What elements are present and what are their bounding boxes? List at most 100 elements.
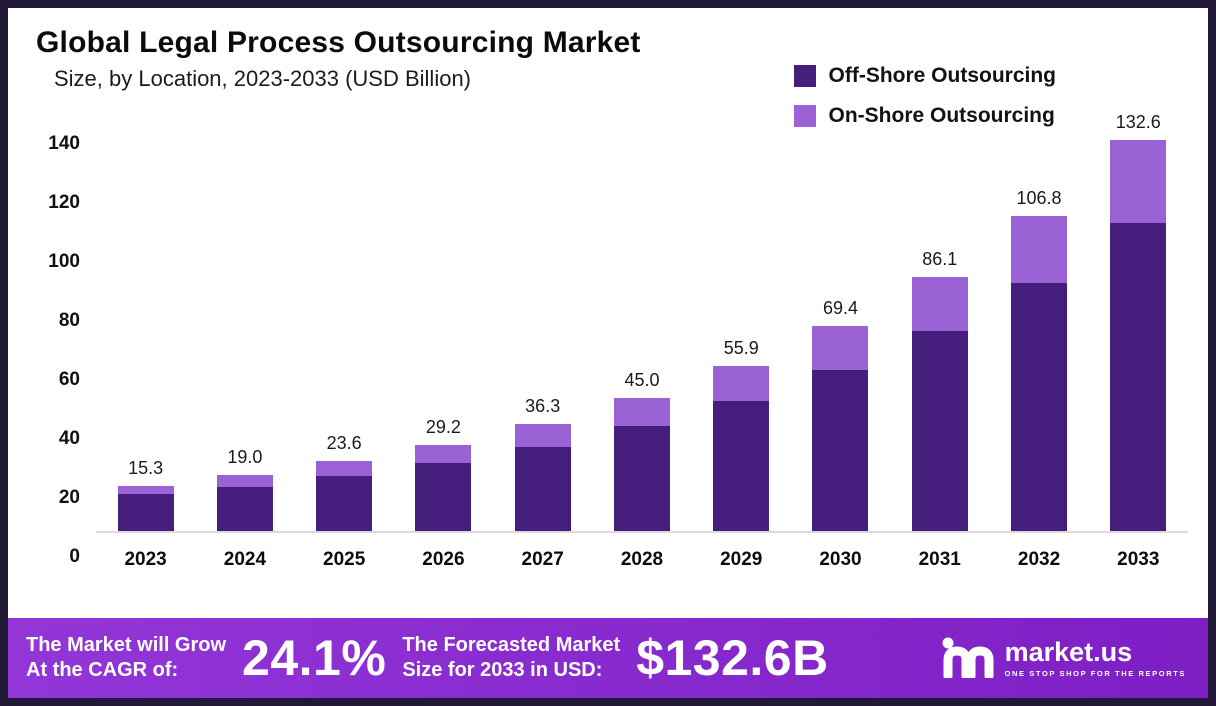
bar-group: 36.3 bbox=[493, 396, 592, 531]
legend-item-onshore: On-Shore Outsourcing bbox=[793, 104, 1057, 128]
bar-segment-onshore bbox=[812, 326, 869, 370]
x-axis: 2023 2024 2025 2026 2027 2028 2029 2030 2031 2032… bbox=[32, 549, 1188, 571]
bar-group: 132.6 bbox=[1089, 112, 1188, 531]
chart: 0 20 40 60 80 100 120 140 15.3 19.0 23.6 29.2 36.3 4… bbox=[32, 112, 1188, 567]
y-tick-label: 100 bbox=[48, 251, 80, 272]
chart-frame: Global Legal Process Outsourcing Market … bbox=[8, 8, 1208, 698]
bar-group: 29.2 bbox=[394, 417, 493, 531]
marketus-logo-tagline: ONE STOP SHOP FOR THE REPORTS bbox=[1004, 668, 1186, 678]
bar-segment-onshore bbox=[316, 461, 373, 477]
marketus-logo: market.us ONE STOP SHOP FOR THE REPORTS bbox=[941, 634, 1190, 683]
legend-swatch bbox=[793, 105, 816, 127]
cagr-value: 24.1% bbox=[242, 630, 387, 686]
chart-content: Global Legal Process Outsourcing Market … bbox=[8, 8, 1208, 618]
stacked-bar bbox=[1110, 139, 1167, 531]
legend-swatch bbox=[793, 65, 816, 87]
bar-segment-onshore bbox=[713, 366, 770, 402]
marketus-logo-name: market.us bbox=[1004, 636, 1133, 667]
bar-total-label: 29.2 bbox=[425, 416, 461, 437]
forecast-label-line1: The Forecasted Market bbox=[402, 634, 621, 656]
stacked-bar bbox=[117, 485, 174, 531]
stacked-bar bbox=[613, 398, 670, 531]
bar-segment-offshore bbox=[1011, 282, 1068, 531]
legend-item-offshore: Off-Shore Outsourcing bbox=[793, 64, 1057, 88]
bar-total-label: 36.3 bbox=[525, 395, 561, 416]
bar-total-label: 86.1 bbox=[922, 249, 958, 270]
cagr-label-line2: At the CAGR of: bbox=[26, 659, 179, 681]
stacked-bar bbox=[216, 474, 273, 531]
bar-segment-onshore bbox=[216, 474, 273, 487]
forecast-label-line2: Size for 2033 in USD: bbox=[402, 659, 603, 681]
bar-group: 55.9 bbox=[692, 338, 791, 531]
cagr-label: The Market will Grow At the CAGR of: bbox=[26, 633, 226, 683]
bar-total-label: 23.6 bbox=[326, 433, 362, 454]
page-title: Global Legal Process Outsourcing Market bbox=[36, 26, 641, 59]
bar-total-label: 55.9 bbox=[723, 338, 759, 359]
bar-segment-offshore bbox=[514, 446, 571, 531]
forecast-value: $132.6B bbox=[636, 630, 829, 686]
bar-segment-offshore bbox=[316, 476, 373, 531]
x-axis-label: 2026 bbox=[422, 549, 465, 570]
bar-group: 86.1 bbox=[890, 249, 989, 531]
x-axis-label: 2033 bbox=[1117, 549, 1160, 570]
y-tick-label: 40 bbox=[58, 428, 80, 449]
bar-segment-offshore bbox=[117, 494, 174, 531]
bar-segment-offshore bbox=[812, 369, 869, 531]
y-axis: 0 20 40 60 80 100 120 140 bbox=[32, 133, 86, 567]
plot-area: 15.3 19.0 23.6 29.2 36.3 45.0 55.9 69.4 86.1 106.… bbox=[96, 112, 1188, 533]
bar-segment-onshore bbox=[514, 423, 571, 447]
y-tick-label: 140 bbox=[48, 133, 80, 154]
x-axis-label: 2024 bbox=[223, 549, 267, 570]
legend-label: Off-Shore Outsourcing bbox=[828, 64, 1057, 87]
y-tick-label: 20 bbox=[58, 487, 80, 508]
bar-segment-offshore bbox=[713, 401, 770, 531]
page-subtitle: Size, by Location, 2023-2033 (USD Billio… bbox=[54, 66, 472, 91]
x-axis-label: 2031 bbox=[918, 549, 961, 570]
stacked-bar bbox=[1011, 215, 1068, 531]
x-axis-label: 2025 bbox=[323, 549, 366, 570]
stacked-bar bbox=[911, 277, 968, 531]
bar-group: 69.4 bbox=[791, 298, 890, 531]
bar-segment-offshore bbox=[1110, 222, 1167, 531]
bar-group: 23.6 bbox=[295, 433, 394, 531]
y-tick-label: 60 bbox=[58, 369, 80, 390]
forecast-label: The Forecasted Market Size for 2033 in U… bbox=[402, 633, 620, 683]
bar-segment-onshore bbox=[911, 277, 968, 331]
bar-group: 106.8 bbox=[989, 188, 1088, 531]
stacked-bar bbox=[514, 423, 571, 531]
bar-total-label: 19.0 bbox=[227, 446, 263, 467]
bar-group: 15.3 bbox=[96, 458, 195, 531]
stacked-bar bbox=[812, 326, 869, 531]
y-tick-label: 120 bbox=[48, 192, 80, 213]
bar-segment-onshore bbox=[415, 444, 472, 464]
x-axis-label: 2030 bbox=[819, 549, 862, 570]
y-tick-label: 80 bbox=[58, 310, 80, 331]
bar-segment-offshore bbox=[415, 463, 472, 531]
legend-label: On-Shore Outsourcing bbox=[828, 104, 1055, 127]
bar-segment-onshore bbox=[117, 485, 174, 495]
stacked-bar bbox=[316, 461, 373, 531]
bar-segment-offshore bbox=[216, 486, 273, 531]
x-axis-label: 2032 bbox=[1017, 549, 1061, 570]
bar-total-label: 132.6 bbox=[1115, 111, 1161, 132]
bar-segment-offshore bbox=[613, 426, 670, 531]
bar-total-label: 69.4 bbox=[822, 298, 859, 319]
bar-segment-onshore bbox=[1110, 139, 1167, 223]
x-axis-label: 2029 bbox=[720, 549, 763, 570]
x-axis-label: 2027 bbox=[521, 549, 564, 570]
bar-segment-onshore bbox=[613, 398, 670, 427]
legend: Off-Shore Outsourcing On-Shore Outsourci… bbox=[793, 64, 1057, 128]
bar-segment-onshore bbox=[1011, 215, 1068, 283]
stacked-bar bbox=[713, 366, 770, 531]
stacked-bar bbox=[415, 444, 472, 531]
cagr-label-line1: The Market will Grow bbox=[26, 634, 227, 656]
bar-total-label: 45.0 bbox=[624, 370, 660, 391]
bar-group: 19.0 bbox=[195, 447, 294, 531]
marketus-logo-icon bbox=[941, 634, 995, 683]
bar-group: 45.0 bbox=[592, 370, 691, 531]
y-tick-label: 0 bbox=[69, 546, 80, 567]
footer-banner: The Market will Grow At the CAGR of: 24.… bbox=[8, 618, 1208, 698]
x-axis-label: 2028 bbox=[620, 549, 664, 570]
bar-total-label: 106.8 bbox=[1016, 187, 1062, 208]
marketus-logo-text: market.us ONE STOP SHOP FOR THE REPORTS bbox=[1004, 636, 1186, 678]
